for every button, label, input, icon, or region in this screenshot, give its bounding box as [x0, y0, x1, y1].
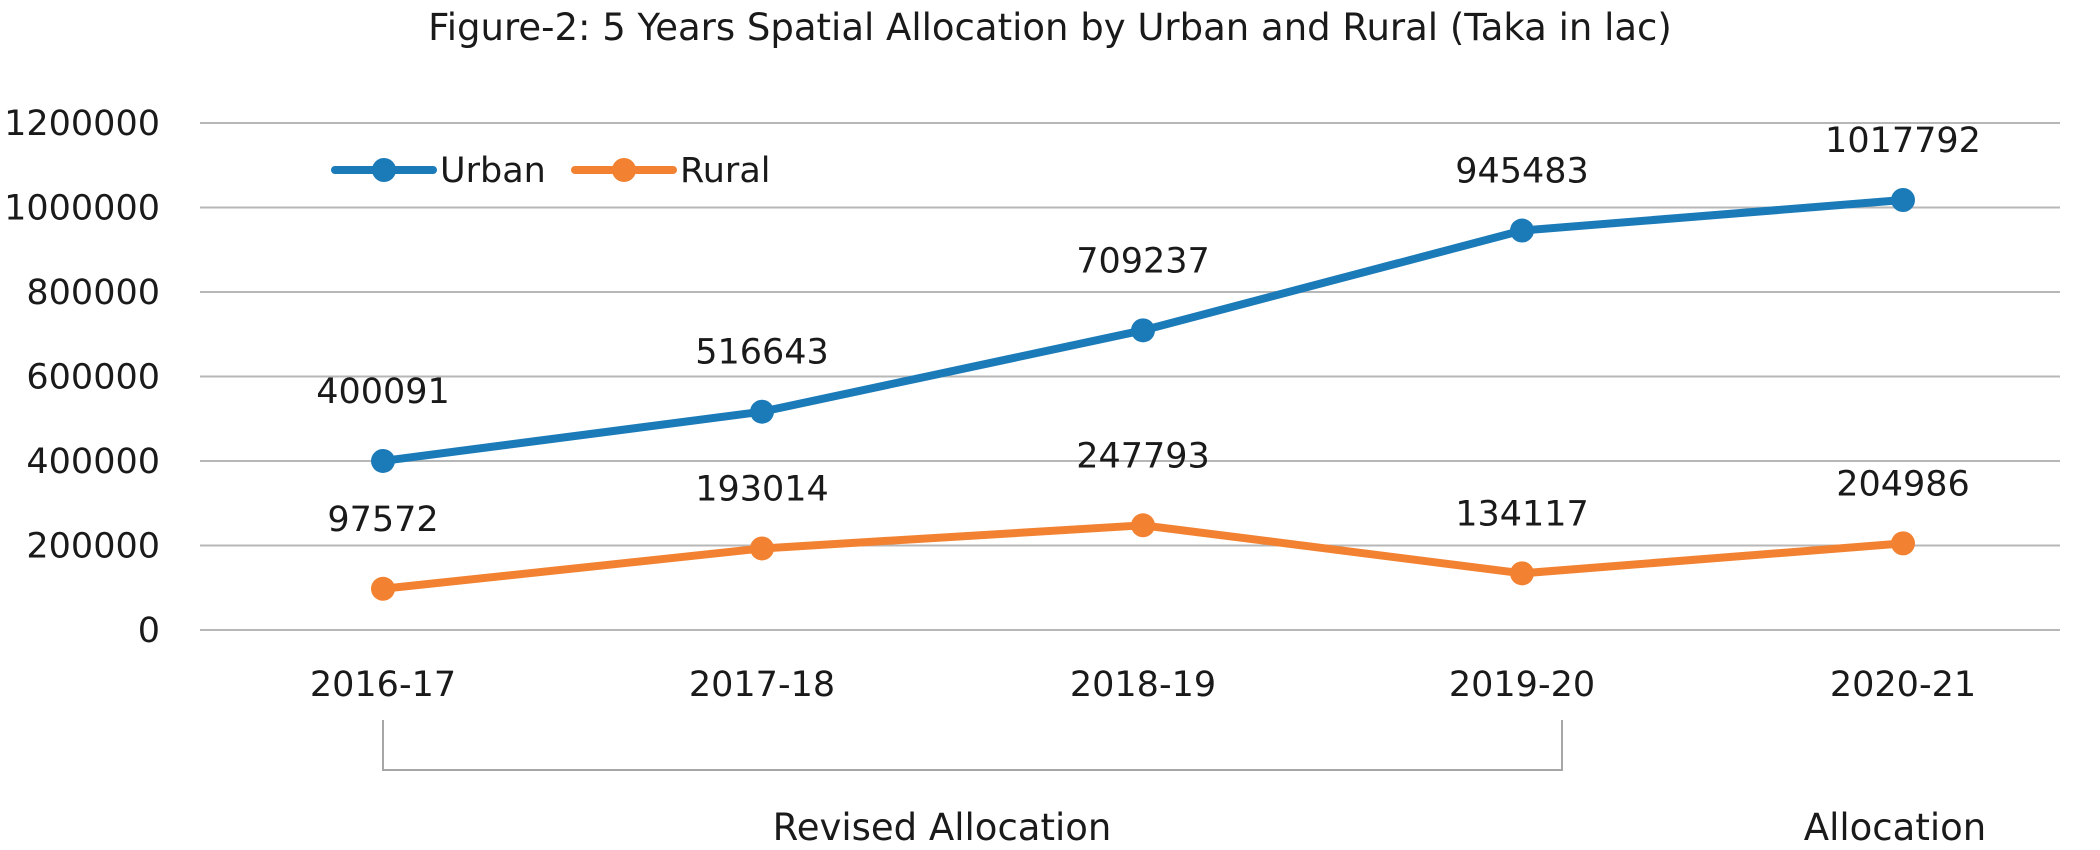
legend: Urban Rural — [331, 151, 771, 191]
data-point-rural — [1891, 531, 1915, 556]
legend-label-rural: Rural — [680, 151, 771, 191]
data-label-rural: 204986 — [1836, 464, 1970, 504]
data-point-rural — [1510, 561, 1534, 586]
data-point-rural — [1131, 513, 1155, 538]
grid-layer — [200, 122, 2060, 631]
legend-marker-urban — [372, 158, 396, 182]
legend-label-urban: Urban — [440, 151, 546, 191]
category-groups: Revised Allocation Allocation — [382, 720, 1986, 849]
data-label-urban: 516643 — [695, 333, 829, 373]
y-axis-ticks: 0 200000 400000 600000 800000 1000000 1200000 — [4, 104, 160, 651]
data-label-urban: 1017792 — [1825, 121, 1981, 161]
y-tick-label: 600000 — [26, 358, 160, 398]
data-label-rural: 134117 — [1455, 494, 1589, 534]
data-label-rural: 193014 — [695, 469, 829, 509]
y-tick-label: 1000000 — [4, 189, 160, 229]
data-point-urban — [1891, 187, 1915, 212]
data-labels: 400091 516643 709237 945483 1017792 97572 1930… — [316, 121, 1981, 540]
x-tick-label: 2016-17 — [310, 665, 456, 705]
data-label-rural: 247793 — [1076, 436, 1210, 476]
data-point-urban — [750, 399, 774, 424]
chart-title: Figure-2: 5 Years Spatial Allocation by … — [428, 6, 1672, 49]
x-tick-label: 2017-18 — [689, 665, 835, 705]
x-tick-label: 2020-21 — [1830, 665, 1976, 705]
data-point-urban — [1510, 218, 1534, 243]
y-tick-label: 800000 — [26, 273, 160, 313]
x-tick-label: 2018-19 — [1070, 665, 1216, 705]
data-point-rural — [371, 576, 395, 601]
data-point-urban — [371, 448, 395, 473]
data-label-urban: 400091 — [316, 372, 450, 412]
x-tick-label: 2019-20 — [1449, 665, 1595, 705]
y-tick-label: 400000 — [26, 442, 160, 482]
group-bracket — [382, 720, 1563, 771]
data-label-urban: 945483 — [1455, 152, 1589, 192]
group-label-revised-allocation: Revised Allocation — [773, 806, 1112, 849]
data-label-rural: 97572 — [327, 500, 438, 540]
y-tick-label: 200000 — [26, 527, 160, 567]
data-label-urban: 709237 — [1076, 241, 1210, 281]
data-point-rural — [750, 536, 774, 561]
x-axis-ticks: 2016-17 2017-18 2018-19 2019-20 2020-21 — [310, 665, 1976, 705]
data-point-urban — [1131, 318, 1155, 343]
group-label-allocation: Allocation — [1804, 806, 1986, 849]
legend-marker-rural — [612, 158, 636, 182]
y-tick-label: 1200000 — [4, 104, 160, 144]
y-tick-label: 0 — [138, 611, 160, 651]
series-layer — [371, 187, 1915, 601]
